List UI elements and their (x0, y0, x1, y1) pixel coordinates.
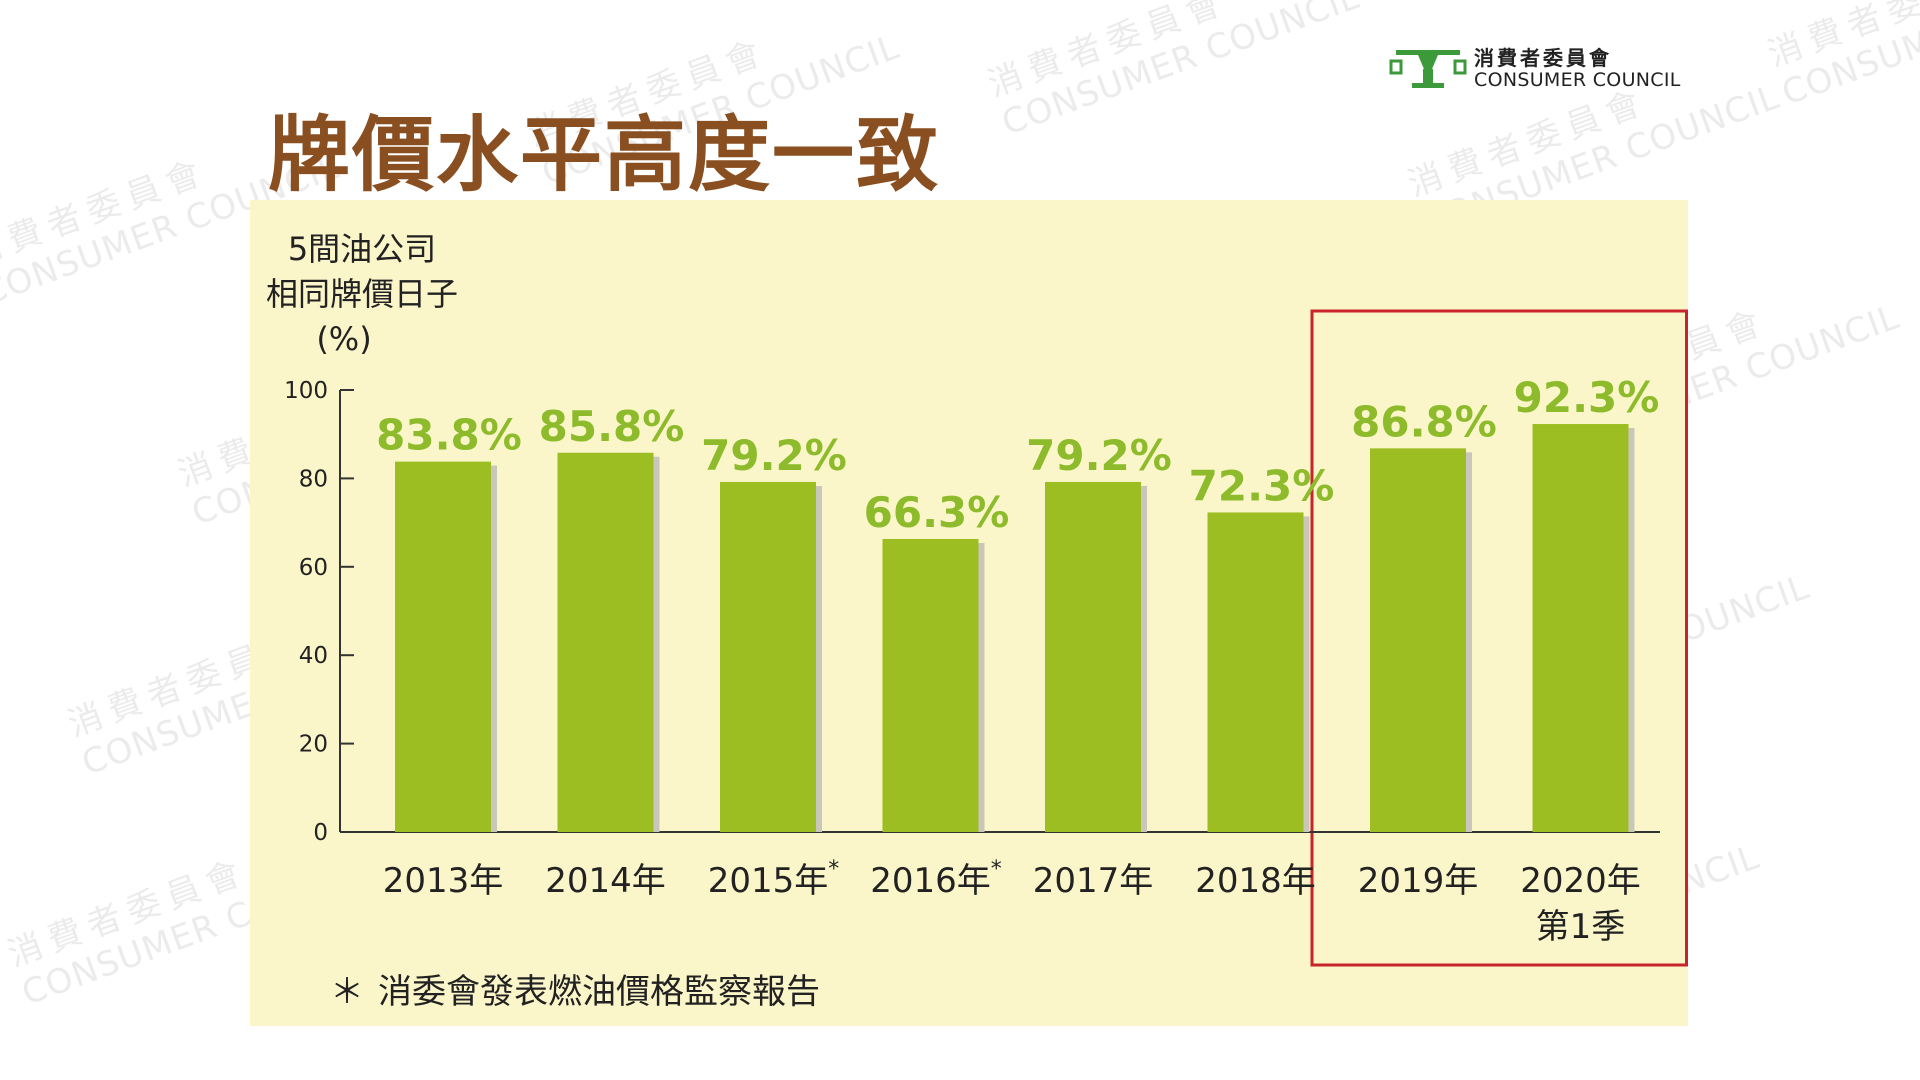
footnote-text: 消委會發表燃油價格監察報告 (378, 972, 820, 1012)
y-tick-label: 60 (299, 555, 328, 581)
logo-name-en: CONSUMER COUNCIL (1474, 68, 1681, 91)
bar (1532, 424, 1629, 832)
x-tick-label: 2014年 (545, 861, 666, 901)
consumer-council-logo: 消費者委員會 CONSUMER COUNCIL (1388, 44, 1688, 94)
data-label: 86.8% (1351, 397, 1497, 446)
bar (557, 452, 654, 832)
data-label: 85.8% (539, 402, 685, 451)
x-tick-label: 2013年 (383, 861, 504, 901)
y-tick-label: 20 (299, 732, 328, 758)
data-label: 72.3% (1189, 461, 1335, 510)
footnote: ＊ 消委會發表燃油價格監察報告 (330, 964, 820, 1013)
scales-logo-icon (1389, 50, 1467, 88)
bar (1370, 448, 1466, 832)
x-tick-label-line2: 第1季 (1536, 907, 1626, 947)
x-tick-label: 2015年 (708, 861, 829, 901)
bar (395, 461, 491, 832)
bar (720, 481, 816, 832)
bar (1207, 512, 1304, 832)
x-tick-label: 2016年 (870, 861, 991, 901)
y-tick-label: 40 (299, 643, 328, 669)
y-tick-label: 0 (313, 820, 328, 846)
x-tick-footnote-mark: * (991, 857, 1002, 882)
x-tick-label: 2020年 (1520, 861, 1641, 901)
y-axis-title-line: (%) (316, 320, 371, 358)
highlight-box (1310, 309, 1688, 967)
data-label: 92.3% (1514, 373, 1660, 422)
data-label: 79.2% (1026, 431, 1172, 480)
y-tick-label: 100 (284, 378, 328, 404)
x-tick-label: 2017年 (1033, 861, 1154, 901)
bar (882, 538, 979, 832)
bar (1045, 481, 1141, 832)
y-axis-title-line: 相同牌價日子 (266, 275, 458, 313)
data-label: 83.8% (376, 411, 522, 460)
y-tick-label: 80 (299, 466, 328, 492)
y-axis-title-line: 5間油公司 (288, 230, 436, 268)
data-label: 66.3% (864, 488, 1010, 537)
x-tick-footnote-mark: * (828, 857, 839, 882)
x-tick-label: 2019年 (1358, 861, 1479, 901)
footnote-star: ＊ (330, 972, 364, 1012)
logo-name-zh: 消費者委員會 (1474, 45, 1612, 70)
page-title: 牌價水平高度一致 (268, 108, 941, 203)
x-tick-label: 2018年 (1195, 861, 1316, 901)
data-label: 79.2% (701, 431, 847, 480)
